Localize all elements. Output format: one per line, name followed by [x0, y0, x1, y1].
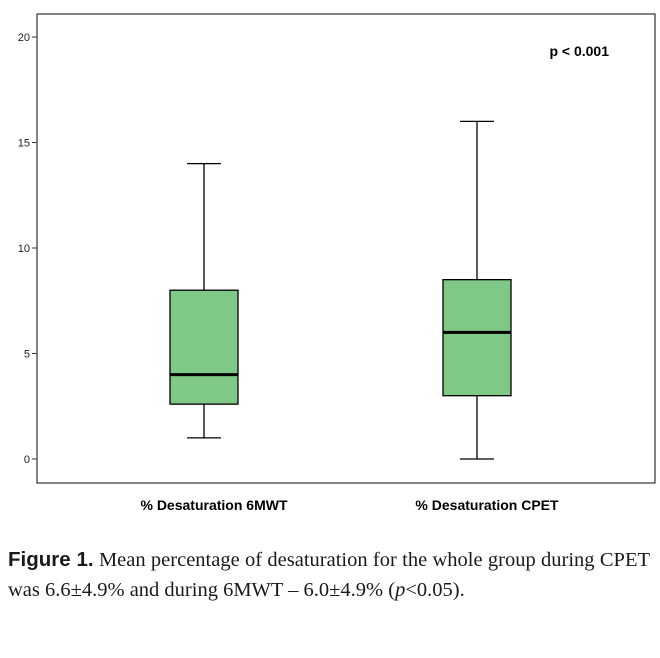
y-tick-label: 5 [24, 349, 30, 361]
iqr-box [442, 278, 512, 397]
x-category-label: % Desaturation CPET [415, 497, 559, 513]
y-tick-label: 0 [24, 454, 30, 466]
box-2 [442, 120, 512, 460]
x-category-label: % Desaturation 6MWT [140, 497, 287, 513]
y-axis: 0 5 10 15 20 [18, 32, 37, 466]
plot-frame [36, 13, 656, 484]
box-1 [169, 162, 239, 439]
caption-text-end: <0.05). [405, 579, 465, 601]
boxes [169, 120, 512, 460]
p-value-annotation: p < 0.001 [549, 43, 609, 59]
y-tick-label: 20 [18, 32, 30, 44]
x-axis-labels: % Desaturation 6MWT % Desaturation CPET [140, 497, 559, 513]
y-tick-label: 15 [18, 138, 30, 150]
figure-caption: Figure 1. Mean percentage of desaturatio… [8, 545, 650, 605]
y-tick-label: 10 [18, 243, 30, 255]
caption-text: Mean percentage of desaturation for the … [8, 549, 650, 601]
iqr-box [169, 289, 239, 405]
caption-p-symbol: p [395, 579, 406, 601]
figure-label: Figure 1. [8, 548, 94, 571]
